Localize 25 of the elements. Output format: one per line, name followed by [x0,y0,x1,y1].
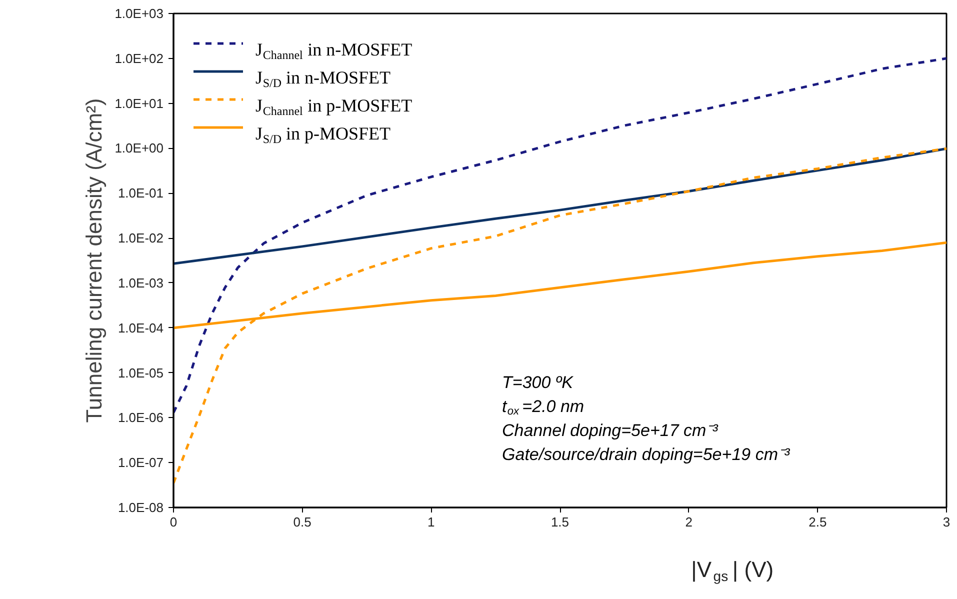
y-tick-label: 1.0E-01 [118,186,164,201]
x-tick-label: 0 [170,514,178,530]
y-tick-label: 1.0E-05 [118,365,164,380]
y-tick-label: 1.0E-02 [118,230,164,246]
x-tick-label: 0.5 [293,514,312,530]
y-tick-label: 1.0E+00 [114,140,164,156]
y-axis-title: Tunneling current density (A/cm²) [82,98,107,423]
y-tick-label: 1.0E-07 [118,455,164,470]
x-tick-label: 2.5 [808,514,827,530]
y-tick-label: 1.0E-04 [118,320,164,336]
y-tick-label: 1.0E-06 [118,410,164,426]
x-tick-label: 1.5 [550,514,570,530]
x-tick-label: 1 [428,514,435,530]
annotation: Channel doping=5e+17 cm⁻³ [502,421,720,440]
x-tick-label: 2 [685,514,692,530]
y-tick-label: 1.0E+03 [114,6,164,21]
x-tick-label: 3 [942,514,950,530]
y-tick-label: 1.0E+01 [114,96,164,111]
y-tick-label: 1.0E-03 [118,275,164,290]
annotation: T=300 ºK [502,373,574,392]
annotation: Gate/source/drain doping=5e+19 cm⁻³ [502,445,791,464]
line-series [174,147,946,265]
y-tick-label: 1.0E+02 [114,50,164,66]
line-series [174,147,946,484]
y-tick-label: 1.0E-08 [118,500,164,515]
